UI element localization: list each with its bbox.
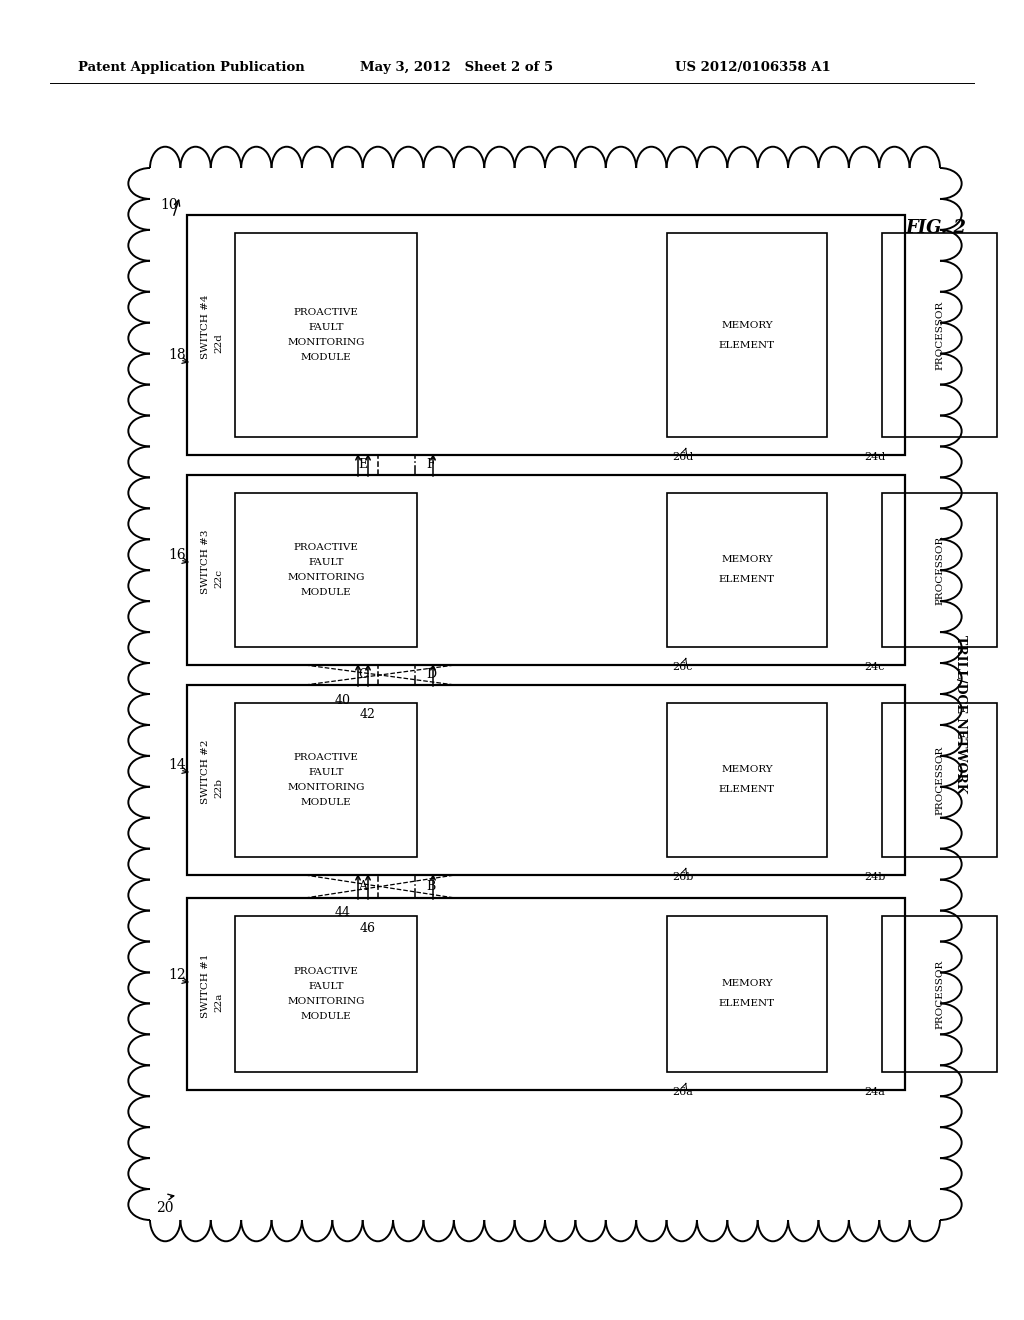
Text: E: E <box>358 458 368 471</box>
Text: Patent Application Publication: Patent Application Publication <box>78 62 305 74</box>
Text: B: B <box>426 880 435 894</box>
Text: A: A <box>358 880 368 894</box>
Text: 24a: 24a <box>864 1086 885 1097</box>
Bar <box>882 916 997 1072</box>
Text: MEMORY: MEMORY <box>721 979 773 989</box>
Text: FAULT: FAULT <box>308 558 344 568</box>
Bar <box>234 916 417 1072</box>
Text: ELEMENT: ELEMENT <box>719 341 775 350</box>
Text: ELEMENT: ELEMENT <box>719 785 775 795</box>
Text: MODULE: MODULE <box>301 352 351 362</box>
Text: PROCESSOR: PROCESSOR <box>935 960 944 1028</box>
Text: SWITCH #1: SWITCH #1 <box>201 954 210 1018</box>
Bar <box>234 704 417 857</box>
Text: FAULT: FAULT <box>308 982 344 991</box>
Text: 46: 46 <box>360 921 376 935</box>
Bar <box>187 475 905 665</box>
Text: PROCESSOR: PROCESSOR <box>935 536 944 605</box>
Text: 26b: 26b <box>672 873 693 882</box>
Text: FAULT: FAULT <box>308 768 344 777</box>
Bar <box>187 685 905 875</box>
Text: MONITORING: MONITORING <box>288 997 365 1006</box>
Bar <box>882 234 997 437</box>
Text: MEMORY: MEMORY <box>721 766 773 775</box>
Text: 26c: 26c <box>672 663 692 672</box>
Text: 42: 42 <box>360 709 376 722</box>
Text: 10: 10 <box>160 198 177 213</box>
Text: 24c: 24c <box>864 663 885 672</box>
Text: 24d: 24d <box>864 451 886 462</box>
Text: PROACTIVE: PROACTIVE <box>294 543 358 552</box>
Text: US 2012/0106358 A1: US 2012/0106358 A1 <box>675 62 830 74</box>
Text: FIG. 2: FIG. 2 <box>905 219 966 238</box>
Text: May 3, 2012   Sheet 2 of 5: May 3, 2012 Sheet 2 of 5 <box>360 62 553 74</box>
Text: ELEMENT: ELEMENT <box>719 999 775 1008</box>
Text: MODULE: MODULE <box>301 1012 351 1020</box>
Text: 22a: 22a <box>214 993 223 1011</box>
Text: 16: 16 <box>168 548 185 562</box>
Text: 22b: 22b <box>214 777 223 799</box>
Text: SWITCH #2: SWITCH #2 <box>201 739 210 804</box>
Text: ELEMENT: ELEMENT <box>719 576 775 585</box>
Text: 44: 44 <box>335 907 351 920</box>
Text: MONITORING: MONITORING <box>288 573 365 582</box>
Text: FAULT: FAULT <box>308 323 344 333</box>
Text: SWITCH #4: SWITCH #4 <box>201 294 210 359</box>
Text: PROACTIVE: PROACTIVE <box>294 968 358 975</box>
Text: 14: 14 <box>168 758 185 772</box>
Bar <box>187 215 905 455</box>
Bar <box>234 234 417 437</box>
Bar <box>667 492 827 647</box>
Text: D: D <box>426 668 436 681</box>
Text: MODULE: MODULE <box>301 587 351 597</box>
Text: PROACTIVE: PROACTIVE <box>294 752 358 762</box>
Bar <box>187 898 905 1090</box>
Text: MEMORY: MEMORY <box>721 321 773 330</box>
Text: F: F <box>427 458 435 471</box>
Text: 24b: 24b <box>864 873 886 882</box>
Text: 22d: 22d <box>214 333 223 352</box>
Bar <box>882 492 997 647</box>
Text: 18: 18 <box>168 348 185 362</box>
Text: 26a: 26a <box>672 1086 693 1097</box>
Text: PROCESSOR: PROCESSOR <box>935 301 944 370</box>
Text: 22c: 22c <box>214 569 223 587</box>
Text: MEMORY: MEMORY <box>721 556 773 565</box>
Text: C: C <box>358 668 368 681</box>
Text: SWITCH #3: SWITCH #3 <box>201 529 210 594</box>
Text: MONITORING: MONITORING <box>288 338 365 347</box>
Text: MODULE: MODULE <box>301 799 351 807</box>
Text: MONITORING: MONITORING <box>288 783 365 792</box>
Bar <box>667 704 827 857</box>
Text: PROACTIVE: PROACTIVE <box>294 308 358 317</box>
Text: PROCESSOR: PROCESSOR <box>935 746 944 814</box>
Bar <box>882 704 997 857</box>
Text: TRILL/DCE NETWORK: TRILL/DCE NETWORK <box>953 635 967 793</box>
Text: 40: 40 <box>335 693 351 706</box>
Text: 12: 12 <box>168 968 185 982</box>
Bar <box>234 492 417 647</box>
Text: 26d: 26d <box>672 451 693 462</box>
Text: 20: 20 <box>156 1201 173 1214</box>
Bar <box>667 234 827 437</box>
Bar <box>667 916 827 1072</box>
